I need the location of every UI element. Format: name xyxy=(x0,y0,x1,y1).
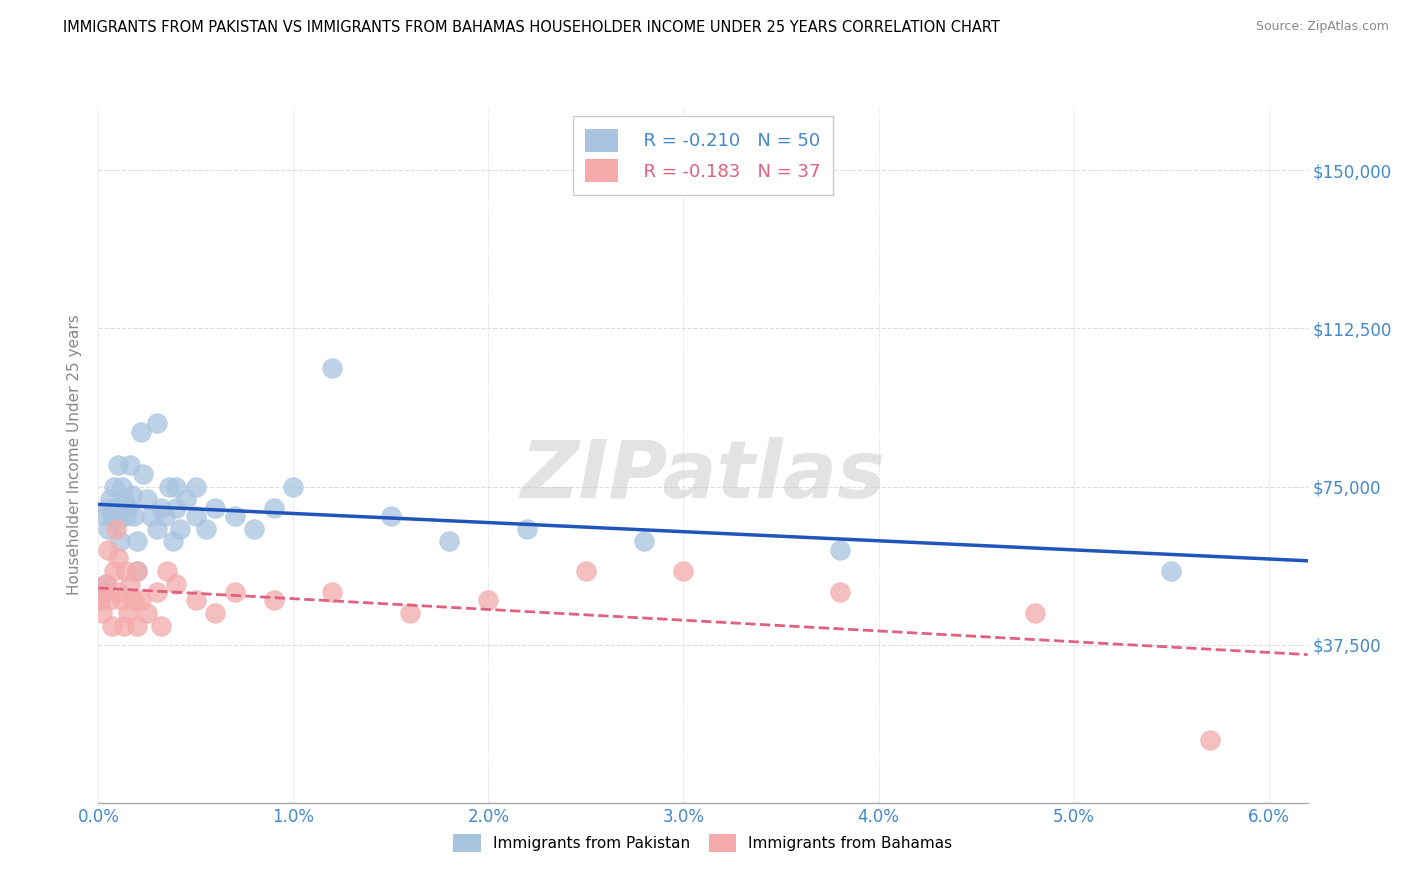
Point xyxy=(439,534,461,549)
Point xyxy=(111,479,134,493)
Point xyxy=(117,500,139,515)
Point xyxy=(97,542,120,557)
Point xyxy=(149,500,172,515)
Point xyxy=(131,425,153,439)
Point xyxy=(112,492,135,507)
Y-axis label: Householder Income Under 25 years: Householder Income Under 25 years xyxy=(67,315,83,595)
Point xyxy=(103,564,125,578)
Point xyxy=(136,492,159,507)
Point xyxy=(139,509,162,524)
Point xyxy=(127,564,149,578)
Point xyxy=(97,500,120,515)
Point xyxy=(96,576,118,591)
Point xyxy=(156,564,179,578)
Point xyxy=(575,564,598,578)
Point xyxy=(633,534,655,549)
Point xyxy=(114,509,136,524)
Point xyxy=(146,522,169,536)
Point xyxy=(399,606,422,620)
Point xyxy=(117,606,139,620)
Point xyxy=(283,479,305,493)
Point xyxy=(104,500,127,515)
Point xyxy=(121,488,143,502)
Point xyxy=(184,509,207,524)
Point xyxy=(93,509,115,524)
Point xyxy=(263,500,285,515)
Point xyxy=(162,534,184,549)
Point xyxy=(98,492,121,507)
Point xyxy=(516,522,538,536)
Point xyxy=(224,509,246,524)
Point xyxy=(132,467,155,481)
Point xyxy=(136,606,159,620)
Point xyxy=(477,593,499,607)
Point xyxy=(108,534,131,549)
Legend: Immigrants from Pakistan, Immigrants from Bahamas: Immigrants from Pakistan, Immigrants fro… xyxy=(447,828,959,858)
Point xyxy=(103,479,125,493)
Point xyxy=(93,585,115,599)
Text: ZIPatlas: ZIPatlas xyxy=(520,437,886,515)
Text: IMMIGRANTS FROM PAKISTAN VS IMMIGRANTS FROM BAHAMAS HOUSEHOLDER INCOME UNDER 25 : IMMIGRANTS FROM PAKISTAN VS IMMIGRANTS F… xyxy=(63,20,1000,35)
Point xyxy=(96,576,118,591)
Point xyxy=(107,585,129,599)
Point xyxy=(101,509,124,524)
Point xyxy=(184,593,207,607)
Point xyxy=(112,618,135,632)
Point xyxy=(111,593,134,607)
Point xyxy=(263,593,285,607)
Point xyxy=(91,585,114,599)
Point xyxy=(165,500,187,515)
Point xyxy=(1024,606,1046,620)
Point xyxy=(118,458,141,473)
Point xyxy=(165,479,187,493)
Point xyxy=(1160,564,1182,578)
Point xyxy=(828,585,851,599)
Point xyxy=(114,564,136,578)
Point xyxy=(174,492,197,507)
Point xyxy=(127,564,149,578)
Point xyxy=(107,513,129,527)
Point xyxy=(204,500,226,515)
Point xyxy=(146,417,169,431)
Point xyxy=(224,585,246,599)
Point xyxy=(101,618,124,632)
Point xyxy=(157,479,180,493)
Point xyxy=(672,564,695,578)
Point xyxy=(204,606,226,620)
Point xyxy=(149,618,172,632)
Point xyxy=(107,551,129,566)
Point xyxy=(194,522,217,536)
Point xyxy=(1199,732,1222,747)
Point xyxy=(107,458,129,473)
Point xyxy=(122,509,145,524)
Point xyxy=(127,618,149,632)
Point xyxy=(321,585,343,599)
Point xyxy=(127,534,149,549)
Point xyxy=(380,509,402,524)
Point xyxy=(104,522,127,536)
Text: Source: ZipAtlas.com: Source: ZipAtlas.com xyxy=(1256,20,1389,33)
Point xyxy=(122,593,145,607)
Point xyxy=(321,361,343,376)
Point xyxy=(184,479,207,493)
Point xyxy=(97,522,120,536)
Point xyxy=(243,522,266,536)
Point xyxy=(118,576,141,591)
Point xyxy=(91,606,114,620)
Point xyxy=(828,542,851,557)
Point xyxy=(169,522,191,536)
Point xyxy=(165,576,187,591)
Point xyxy=(98,593,121,607)
Point xyxy=(146,585,169,599)
Point xyxy=(89,593,111,607)
Point xyxy=(153,509,176,524)
Point xyxy=(131,593,153,607)
